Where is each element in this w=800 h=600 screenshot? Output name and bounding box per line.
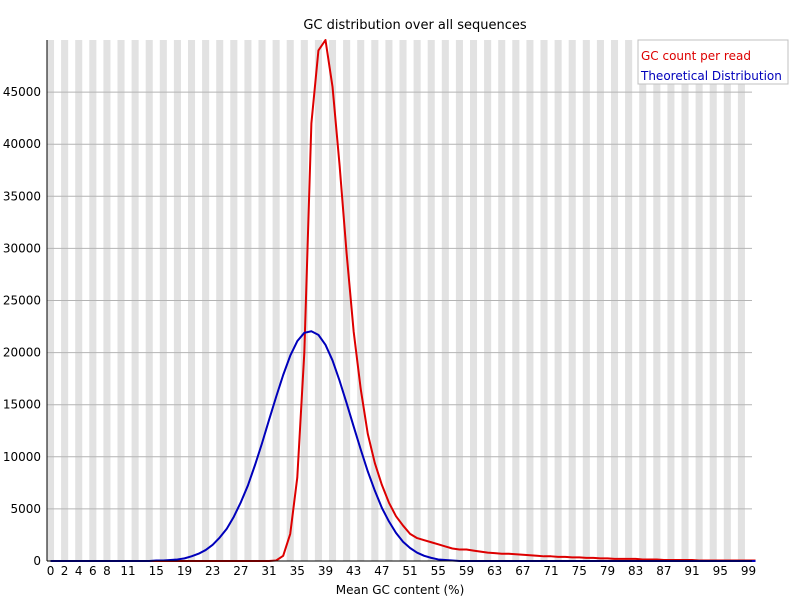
x-tick-label: 51 [402, 564, 417, 578]
y-tick-label: 35000 [3, 189, 41, 203]
y-tick-labels: 0 5000 10000 15000 20000 25000 30000 35000 40000… [3, 85, 41, 568]
x-tick-label: 4 [75, 564, 83, 578]
x-tick-labels: 0 2 4 6 8 11 15 19 23 27 31 35 39 43 47 51 55 59 63 67 71 75 7… [47, 564, 756, 578]
x-axis-label: Mean GC content (%) [336, 583, 465, 597]
x-tick-label: 15 [149, 564, 164, 578]
y-tick-label: 5000 [10, 502, 41, 516]
x-tick-label: 11 [120, 564, 135, 578]
x-tick-label: 31 [261, 564, 276, 578]
x-tick-label: 87 [656, 564, 671, 578]
legend-entry-gc-count: GC count per read [641, 49, 751, 63]
y-tick-label: 0 [33, 554, 41, 568]
y-tick-label: 30000 [3, 241, 41, 255]
x-tick-label: 79 [600, 564, 615, 578]
legend-box [637, 39, 789, 85]
chart-title: GC distribution over all sequences [303, 18, 527, 33]
x-tick-label: 27 [233, 564, 248, 578]
x-tick-label: 59 [459, 564, 474, 578]
y-tick-label: 15000 [3, 398, 41, 412]
horizontal-gridlines [47, 91, 752, 510]
x-tick-label: 23 [205, 564, 220, 578]
x-tick-label: 83 [628, 564, 643, 578]
x-tick-label: 47 [374, 564, 389, 578]
y-tick-label: 40000 [3, 137, 41, 151]
x-tick-label: 55 [431, 564, 446, 578]
x-tick-label: 2 [61, 564, 69, 578]
x-tick-label: 35 [290, 564, 305, 578]
x-tick-label: 39 [318, 564, 333, 578]
legend: GC count per read Theoretical Distributi… [637, 39, 789, 85]
x-tick-label: 95 [713, 564, 728, 578]
y-tick-label: 45000 [3, 85, 41, 99]
x-tick-label: 71 [543, 564, 558, 578]
x-tick-label: 75 [572, 564, 587, 578]
x-tick-label: 99 [741, 564, 756, 578]
y-tick-label: 25000 [3, 294, 41, 308]
x-tick-label: 8 [103, 564, 111, 578]
x-tick-label: 6 [89, 564, 97, 578]
x-tick-label: 91 [684, 564, 699, 578]
x-tick-label: 0 [47, 564, 55, 578]
legend-entry-theoretical: Theoretical Distribution [640, 69, 782, 83]
y-tick-label: 10000 [3, 450, 41, 464]
x-tick-label: 19 [177, 564, 192, 578]
x-tick-label: 63 [487, 564, 502, 578]
x-tick-label: 67 [515, 564, 530, 578]
x-tick-label: 43 [346, 564, 361, 578]
y-tick-label: 20000 [3, 346, 41, 360]
